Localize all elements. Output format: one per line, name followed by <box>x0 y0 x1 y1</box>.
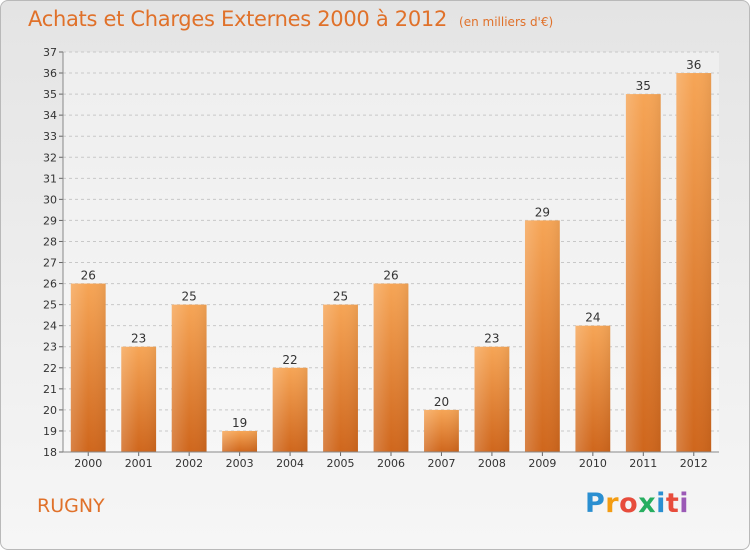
x-tick-label: 2004 <box>276 457 304 470</box>
y-tick-label: 26 <box>43 278 57 291</box>
y-tick-label: 37 <box>43 46 57 59</box>
x-tick-label: 2002 <box>175 457 203 470</box>
x-tick-label: 2006 <box>377 457 405 470</box>
chart-unit: (en milliers d'€) <box>459 15 554 29</box>
x-tick-label: 2000 <box>74 457 102 470</box>
data-label: 25 <box>182 290 197 304</box>
x-tick-label: 2005 <box>327 457 355 470</box>
x-tick-label: 2010 <box>579 457 607 470</box>
y-tick-label: 32 <box>43 151 57 164</box>
logo-letter: t <box>665 488 680 519</box>
y-tick-label: 33 <box>43 130 57 143</box>
data-label: 25 <box>333 290 348 304</box>
x-tick-label: 2007 <box>427 457 455 470</box>
y-tick-label: 18 <box>43 446 57 459</box>
data-label: 35 <box>636 79 651 93</box>
bar-2012 <box>676 73 712 452</box>
x-tick-label: 2009 <box>528 457 556 470</box>
y-tick-label: 24 <box>43 320 57 333</box>
x-axis: 2000 2001 2002 2003 2004 2005 2006 2007 2008 2009… <box>63 451 719 470</box>
bar-2000 <box>70 283 106 452</box>
x-tick-label: 2011 <box>629 457 657 470</box>
data-label: 22 <box>282 353 297 367</box>
y-tick-label: 36 <box>43 67 57 80</box>
y-tick-label: 34 <box>43 109 57 122</box>
bar-2004 <box>272 367 308 452</box>
y-tick-label: 35 <box>43 88 57 101</box>
data-label: 19 <box>232 416 247 430</box>
y-tick-label: 22 <box>43 362 57 375</box>
data-label: 26 <box>383 269 398 283</box>
proxiti-logo: Proxiti <box>585 488 689 519</box>
x-tick-label: 2008 <box>478 457 506 470</box>
y-tick-label: 31 <box>43 172 57 185</box>
chart-title-text: Achats et Charges Externes 2000 à 2012 <box>28 7 448 31</box>
y-tick-label: 27 <box>43 257 57 270</box>
y-tick-label: 21 <box>43 383 57 396</box>
town-name: RUGNY <box>37 495 105 517</box>
bar-2010 <box>575 325 611 452</box>
data-label: 20 <box>434 395 449 409</box>
x-tick-label: 2012 <box>680 457 708 470</box>
bar-2007 <box>424 409 459 452</box>
data-label: 29 <box>535 205 550 219</box>
chart-title: Achats et Charges Externes 2000 à 2012 (e… <box>28 7 553 31</box>
data-label: 23 <box>131 332 146 346</box>
logo-letter: o <box>619 488 639 519</box>
y-axis: 18 19 20 21 22 23 24 25 26 27 28 29 30 31 32 33 34 35 36 37 <box>43 46 64 459</box>
bar-2006 <box>373 283 409 452</box>
bar-2001 <box>121 346 157 452</box>
bar-2011 <box>625 94 661 453</box>
data-label: 24 <box>585 311 600 325</box>
bar-2005 <box>323 304 358 452</box>
y-tick-label: 28 <box>43 235 57 248</box>
y-tick-label: 25 <box>43 299 57 312</box>
data-label: 26 <box>81 269 96 283</box>
y-tick-label: 20 <box>43 404 57 417</box>
x-tick-label: 2001 <box>125 457 153 470</box>
bar-2009 <box>524 220 560 452</box>
y-tick-label: 23 <box>43 341 57 354</box>
logo-letter: P <box>585 488 606 519</box>
data-label: 36 <box>686 58 701 72</box>
logo-letter: x <box>638 488 657 519</box>
bar-2003 <box>222 430 258 452</box>
bar-2008 <box>474 346 510 452</box>
data-label: 23 <box>484 332 499 346</box>
x-tick-label: 2003 <box>226 457 254 470</box>
bar-2002 <box>171 304 207 452</box>
y-tick-label: 29 <box>43 214 57 227</box>
logo-letter: r <box>605 488 620 519</box>
y-tick-label: 30 <box>43 193 57 206</box>
y-tick-label: 19 <box>43 425 57 438</box>
logo-letter: i <box>656 488 666 519</box>
logo-letter: i <box>679 488 690 519</box>
